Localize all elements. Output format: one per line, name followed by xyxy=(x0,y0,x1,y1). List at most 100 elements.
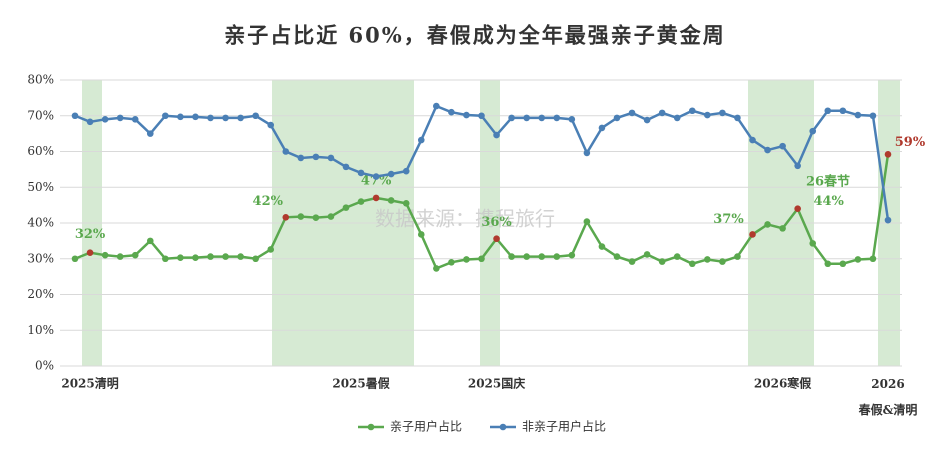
data-point xyxy=(478,255,485,263)
data-point xyxy=(704,256,711,263)
data-point xyxy=(583,218,591,225)
y-tick-label: 80% xyxy=(27,73,54,87)
value-label: 44% xyxy=(813,194,844,209)
data-point xyxy=(764,221,771,228)
data-point xyxy=(448,108,455,116)
data-point xyxy=(613,253,621,260)
legend-label: 非亲子用户占比 xyxy=(522,419,606,434)
data-point xyxy=(71,255,79,263)
data-point xyxy=(764,146,771,154)
data-point xyxy=(854,256,862,263)
data-point xyxy=(372,194,380,202)
data-point xyxy=(162,255,169,263)
data-point xyxy=(282,148,290,155)
data-point xyxy=(207,253,214,260)
data-point xyxy=(402,167,410,175)
data-point xyxy=(131,116,139,123)
data-point xyxy=(553,253,561,260)
data-point xyxy=(794,205,801,212)
data-point xyxy=(628,258,636,265)
data-point xyxy=(673,253,681,260)
data-point xyxy=(312,214,320,221)
data-point xyxy=(854,111,862,119)
y-tick-label: 20% xyxy=(27,287,54,301)
data-point xyxy=(779,225,786,232)
watermark: 数据来源：携程旅行 xyxy=(375,207,555,231)
data-point xyxy=(267,121,275,129)
data-point xyxy=(297,213,305,220)
annotation: 26春节 xyxy=(806,174,850,190)
x-tick-label: 2025国庆 xyxy=(468,376,525,391)
data-point xyxy=(101,251,109,259)
data-point xyxy=(613,114,621,122)
data-point xyxy=(809,127,817,135)
data-point xyxy=(116,253,124,260)
data-point xyxy=(146,237,154,245)
data-point xyxy=(342,204,350,211)
data-point xyxy=(417,136,425,144)
data-point xyxy=(402,200,410,207)
data-point xyxy=(222,114,229,122)
data-point xyxy=(192,254,199,261)
data-point xyxy=(252,112,259,120)
data-point xyxy=(267,246,275,253)
data-point xyxy=(749,136,756,144)
value-label: 32% xyxy=(75,227,106,242)
data-point xyxy=(628,109,636,117)
data-point xyxy=(794,162,801,170)
data-point xyxy=(869,255,877,263)
data-point xyxy=(839,107,847,115)
x-tick-label: 2025暑假 xyxy=(332,376,390,391)
chart-title: 亲子占比近 60%，春假成为全年最强亲子黄金周 xyxy=(224,23,726,48)
data-point xyxy=(131,251,139,259)
data-point xyxy=(177,113,184,121)
data-point xyxy=(658,258,666,265)
data-point xyxy=(508,114,515,122)
data-point xyxy=(192,113,199,121)
data-point xyxy=(207,114,214,122)
data-point xyxy=(688,260,696,268)
data-point xyxy=(297,154,305,162)
data-point xyxy=(734,114,741,122)
data-point xyxy=(688,107,696,115)
data-point xyxy=(357,198,365,205)
x-tick-label: 2026寒假 xyxy=(754,376,812,391)
data-point xyxy=(282,213,290,221)
data-point xyxy=(598,124,606,132)
data-point xyxy=(372,173,380,180)
data-point xyxy=(583,149,591,157)
data-point xyxy=(553,114,561,122)
data-point xyxy=(884,151,892,158)
data-point xyxy=(493,235,500,243)
data-point xyxy=(357,169,365,177)
data-point xyxy=(252,255,259,263)
data-point xyxy=(523,253,530,260)
data-point xyxy=(463,111,470,119)
data-point xyxy=(869,112,877,120)
data-point xyxy=(86,118,94,126)
data-point xyxy=(86,249,94,256)
data-point xyxy=(568,116,576,123)
data-point xyxy=(478,112,485,120)
data-point xyxy=(719,109,726,117)
data-point xyxy=(839,260,847,268)
y-tick-label: 70% xyxy=(27,108,54,122)
data-point xyxy=(704,111,711,119)
data-point xyxy=(162,112,169,120)
data-point xyxy=(734,253,741,260)
data-point xyxy=(463,256,470,263)
data-point xyxy=(448,259,455,266)
data-point xyxy=(673,114,681,122)
value-label: 37% xyxy=(713,212,744,227)
x-tick-label: 2025清明 xyxy=(61,376,118,391)
legend-label: 亲子用户占比 xyxy=(390,419,462,434)
data-point xyxy=(387,170,395,178)
data-point xyxy=(508,253,515,260)
data-point xyxy=(749,231,756,238)
data-point xyxy=(523,114,530,122)
data-point xyxy=(884,216,892,224)
value-label: 36% xyxy=(481,215,512,230)
value-label: 59% xyxy=(895,135,926,150)
data-point xyxy=(177,254,184,261)
